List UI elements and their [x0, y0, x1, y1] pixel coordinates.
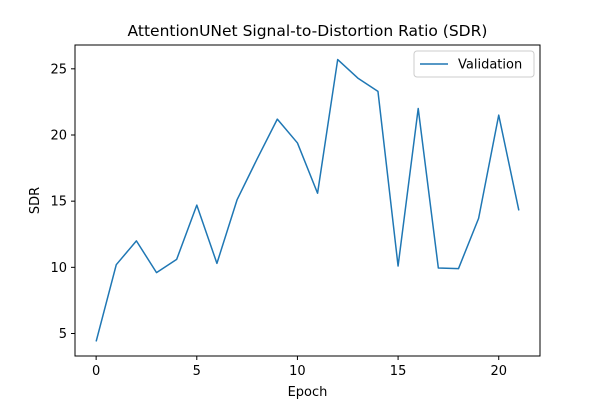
y-tick-label: 5 [59, 327, 67, 342]
y-tick-label: 25 [50, 62, 67, 77]
plot-frame [74, 44, 541, 357]
x-tick-label: 5 [193, 364, 201, 379]
chart-title: AttentionUNet Signal-to-Distortion Ratio… [128, 22, 488, 40]
y-tick-label: 10 [50, 261, 67, 276]
x-tick-label: 0 [92, 364, 100, 379]
series-layer [95, 58, 520, 342]
x-axis: 0 5 10 15 20 [92, 356, 507, 379]
series-line-validation [95, 58, 520, 342]
x-axis-label: Epoch [288, 385, 328, 400]
plot-background [75, 45, 540, 356]
y-axis-label: SDR [28, 187, 43, 214]
y-axis: 5 10 15 20 25 [50, 62, 75, 342]
x-tick-label: 10 [289, 364, 306, 379]
y-tick-label: 20 [50, 128, 67, 143]
legend: Validation [413, 50, 535, 78]
legend-box [413, 50, 535, 78]
y-tick-label: 15 [50, 195, 67, 210]
x-tick-label: 15 [390, 364, 407, 379]
legend-label: Validation [458, 58, 522, 73]
x-tick-label: 20 [490, 364, 507, 379]
plot-area [74, 44, 541, 357]
